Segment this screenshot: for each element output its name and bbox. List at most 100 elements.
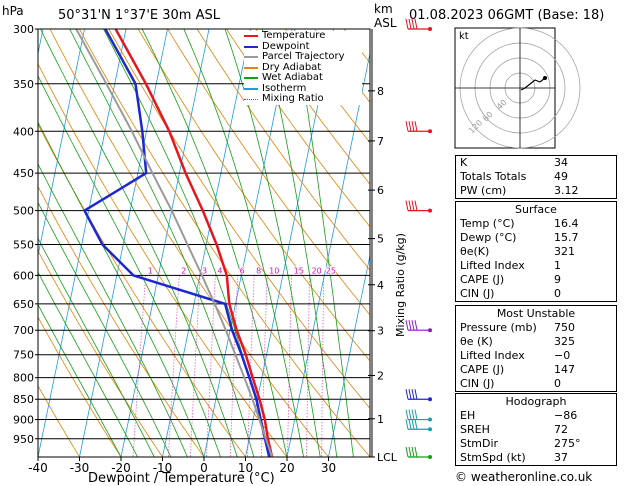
hodograph-table-title: Hodograph (505, 395, 567, 408)
pressure-tick-label: 750 (13, 349, 34, 362)
row-value: 275° (554, 437, 581, 450)
dry-adiabat-line (167, 29, 370, 316)
dry-adiabat-line (137, 29, 370, 362)
wind-barb-flag (405, 389, 409, 400)
legend-label: Mixing Ratio (262, 93, 324, 104)
wet-adiabat-line (38, 303, 122, 457)
pressure-tick-label: 700 (13, 324, 34, 337)
wind-barb-flag (414, 409, 418, 420)
row-value: 49 (554, 170, 568, 183)
pressure-unit: hPa (2, 4, 24, 18)
dry-adiabat-line (38, 185, 205, 457)
wind-barb-flag (408, 18, 412, 30)
row-label: θe (K) (460, 335, 493, 348)
wind-barb-flag (414, 121, 418, 132)
km-tick-label: LCL (377, 451, 398, 464)
table-row: Dewp (°C) 15.7 (456, 231, 616, 245)
mixing-ratio-line (306, 275, 310, 457)
dry-adiabat-line (38, 123, 246, 457)
series-dewpoint (82, 29, 271, 457)
legend-swatch (244, 66, 258, 69)
wind-barb-dot (428, 27, 432, 31)
row-value: 9 (554, 273, 561, 286)
row-label: CAPE (J) (460, 363, 505, 376)
pressure-tick-label: 650 (13, 298, 34, 311)
table-row: CAPE (J) 9 (456, 273, 616, 287)
legend-label: Dewpoint (262, 40, 310, 52)
table-row: Totals Totals 49 (456, 170, 616, 184)
isotherm-line (0, 5, 7, 475)
row-value: 1 (554, 259, 561, 272)
mixing-ratio-label: 8 (256, 266, 261, 275)
row-label: CAPE (J) (460, 273, 505, 286)
row-value: 72 (554, 423, 568, 436)
row-value: −86 (554, 409, 578, 422)
table-row: StmSpd (kt) 37 (456, 451, 616, 465)
isotherm-line (38, 29, 127, 457)
legend-label: Dry Adiabat (262, 61, 322, 73)
hodograph-marker (543, 76, 547, 80)
km-tick-label: 7 (377, 135, 384, 148)
legend-swatch (244, 56, 258, 59)
wind-barb-flag (414, 446, 418, 458)
legend-swatch (244, 35, 258, 38)
legend-swatch (244, 77, 258, 80)
table-row: EH −86 (456, 409, 616, 423)
legend-item: Dewpoint (244, 40, 362, 53)
wind-barb-flag (414, 419, 418, 430)
wind-barb-dot (428, 417, 432, 422)
row-value: 3.12 (554, 184, 579, 197)
dry-adiabat-line (49, 29, 330, 457)
legend-label: Parcel Trajectory (262, 51, 345, 62)
mixing-ratio-line (321, 275, 325, 457)
table-row: CAPE (J) 147 (456, 363, 616, 377)
wind-barb-flag (405, 320, 409, 331)
wind-barb-dot (428, 427, 432, 432)
legend-swatch (244, 98, 258, 100)
km-tick-label: 2 (377, 369, 384, 382)
unstable-title: Most Unstable (496, 307, 576, 320)
table-row: Lifted Index 1 (456, 259, 616, 273)
isotherm-line (162, 29, 251, 457)
mixing-ratio-label: 20 (312, 266, 322, 275)
wind-barb-flag (408, 389, 412, 400)
km-tick-label: 8 (377, 85, 384, 98)
legend-item: Temperature (244, 30, 362, 42)
temp-tick-label: 20 (279, 461, 294, 475)
row-value: 0 (554, 377, 561, 390)
legend-item: Mixing Ratio (244, 93, 362, 105)
row-label: Dewp (°C) (460, 231, 517, 244)
wind-barb-flag (408, 446, 412, 458)
datetime-title: 01.08.2023 06GMT (Base: 18) (409, 8, 605, 23)
dry-adiabat-line (108, 29, 370, 409)
mixing-ratio-label: 25 (326, 266, 336, 275)
legend-swatch (244, 87, 258, 90)
row-label: Pressure (mb) (460, 321, 537, 334)
temp-tick-label: -10 (153, 461, 173, 475)
isotherm-line (328, 253, 370, 457)
isotherm-line (245, 29, 334, 457)
table-row: SREH 72 (456, 423, 616, 437)
wind-barb-dot (428, 208, 432, 213)
km-unit: km (374, 2, 393, 16)
row-label: Lifted Index (460, 349, 525, 362)
wet-adiabat-line (38, 75, 221, 457)
indices-table: K 34 Totals Totals 49 PW (cm) 3.12 (455, 155, 617, 199)
asl-unit: ASL (374, 16, 397, 30)
row-value: 37 (554, 451, 568, 464)
table-row: StmDir 275° (456, 437, 616, 451)
x-axis-label: Dewpoint / Temperature (°C) (88, 471, 275, 486)
pressure-tick-label: 850 (13, 393, 34, 406)
chart-legend: Temperature Dewpoint Parcel Trajectory Dry … (244, 30, 362, 105)
wind-barb-flag (414, 320, 418, 331)
pressure-tick-label: 350 (13, 78, 34, 91)
wind-barb-flag (411, 419, 415, 430)
dry-adiabat-line (196, 29, 370, 271)
row-value: 15.7 (554, 231, 579, 244)
dry-adiabat-line (284, 29, 370, 144)
series-parcel-trajectory (75, 29, 274, 457)
legend-label: Temperature (262, 30, 326, 41)
row-value: 321 (554, 245, 575, 258)
wind-barb-flag (414, 18, 418, 30)
